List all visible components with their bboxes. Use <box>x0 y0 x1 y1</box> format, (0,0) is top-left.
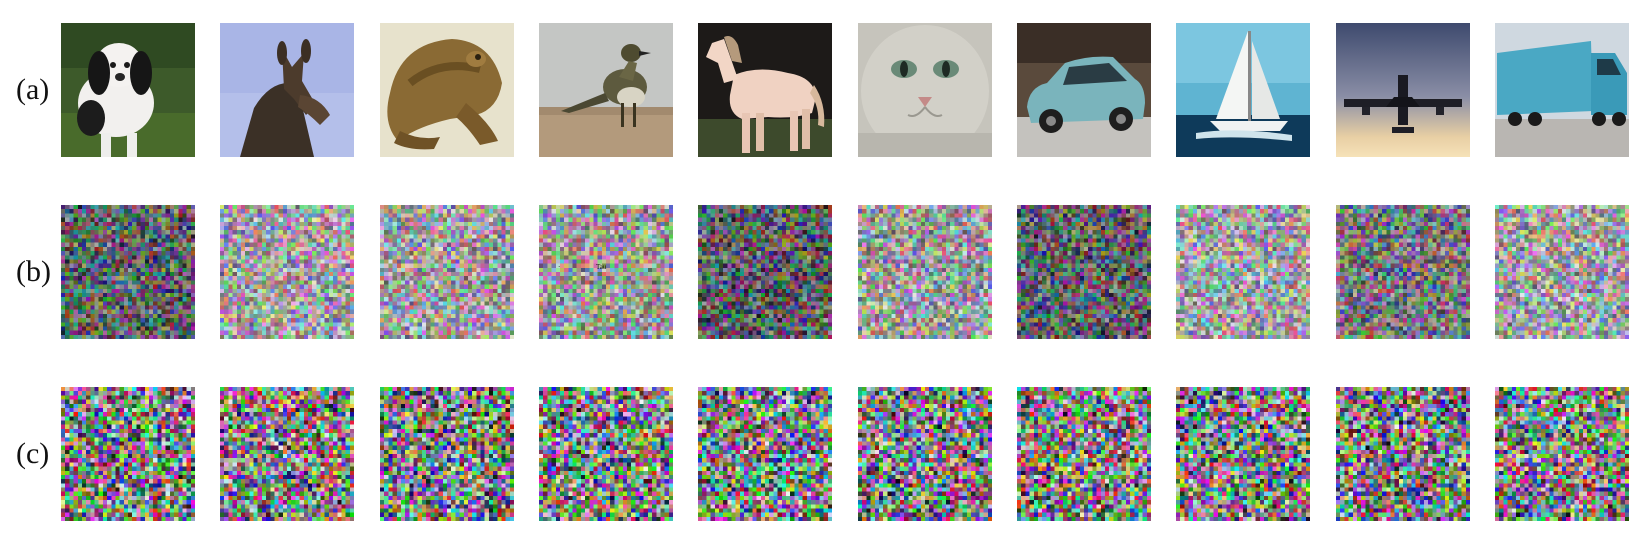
noised-car-image <box>1016 205 1151 339</box>
noise-canvas <box>61 387 195 521</box>
pure-noise-image-8 <box>1176 387 1311 521</box>
noise-canvas <box>1335 387 1470 521</box>
noised-sailboat-image <box>1176 205 1311 339</box>
airplane-image <box>1335 23 1470 157</box>
pure-noise-image-6 <box>857 387 992 521</box>
row-b-tiles: · Tau <box>61 205 1629 339</box>
noised-bird-image: · Tau <box>538 205 673 339</box>
noise-canvas <box>857 205 992 339</box>
moose-image <box>220 23 355 157</box>
noise-canvas <box>538 205 673 339</box>
row-label-b: (b) <box>16 255 51 288</box>
overlay-dot-text: · <box>558 263 560 271</box>
noise-canvas <box>1016 205 1151 339</box>
row-a-tiles <box>61 23 1629 157</box>
row-pure-noise-images: (c) <box>0 387 1648 521</box>
pure-noise-image-2 <box>220 387 355 521</box>
pure-noise-image-7 <box>1016 387 1151 521</box>
pure-noise-image-5 <box>698 387 833 521</box>
row-c-tiles <box>61 387 1629 521</box>
overlay-word-text: Tau <box>596 263 607 271</box>
sailboat-image <box>1176 23 1311 157</box>
horse-image <box>698 23 833 157</box>
noise-canvas <box>857 387 992 521</box>
bird-image <box>538 23 673 157</box>
row-partially-noised-images: (b) · Tau <box>0 205 1648 339</box>
noise-canvas <box>379 205 514 339</box>
noised-frog-image <box>379 205 514 339</box>
noised-moose-image <box>220 205 355 339</box>
truck-image <box>1494 23 1629 157</box>
noised-horse-image <box>698 205 833 339</box>
noise-overlay-text: · Tau <box>558 263 607 271</box>
car-image <box>1016 23 1151 157</box>
noise-canvas <box>1016 387 1151 521</box>
noised-dog-image <box>61 205 195 339</box>
noise-canvas <box>61 205 195 339</box>
noised-truck-image <box>1494 205 1629 339</box>
pure-noise-image-10 <box>1494 387 1629 521</box>
pure-noise-image-1 <box>61 387 195 521</box>
pure-noise-image-3 <box>379 387 514 521</box>
noise-canvas <box>220 205 355 339</box>
noise-canvas <box>1176 205 1311 339</box>
row-label-a: (a) <box>16 73 50 106</box>
pure-noise-image-4 <box>538 387 673 521</box>
noised-cat-image <box>857 205 992 339</box>
row-label-c: (c) <box>16 437 50 470</box>
noise-canvas <box>1176 387 1311 521</box>
frog-image <box>379 23 514 157</box>
noise-canvas <box>538 387 673 521</box>
noise-canvas <box>1494 205 1629 339</box>
noise-canvas <box>1335 205 1470 339</box>
pure-noise-image-9 <box>1335 387 1470 521</box>
noise-canvas <box>379 387 514 521</box>
row-original-images: (a) <box>0 23 1648 157</box>
noise-canvas <box>698 387 833 521</box>
noised-airplane-image <box>1335 205 1470 339</box>
noise-canvas <box>1494 387 1629 521</box>
cat-image <box>857 23 992 157</box>
dog-image <box>61 23 195 157</box>
noise-canvas <box>220 387 355 521</box>
noise-canvas <box>698 205 833 339</box>
